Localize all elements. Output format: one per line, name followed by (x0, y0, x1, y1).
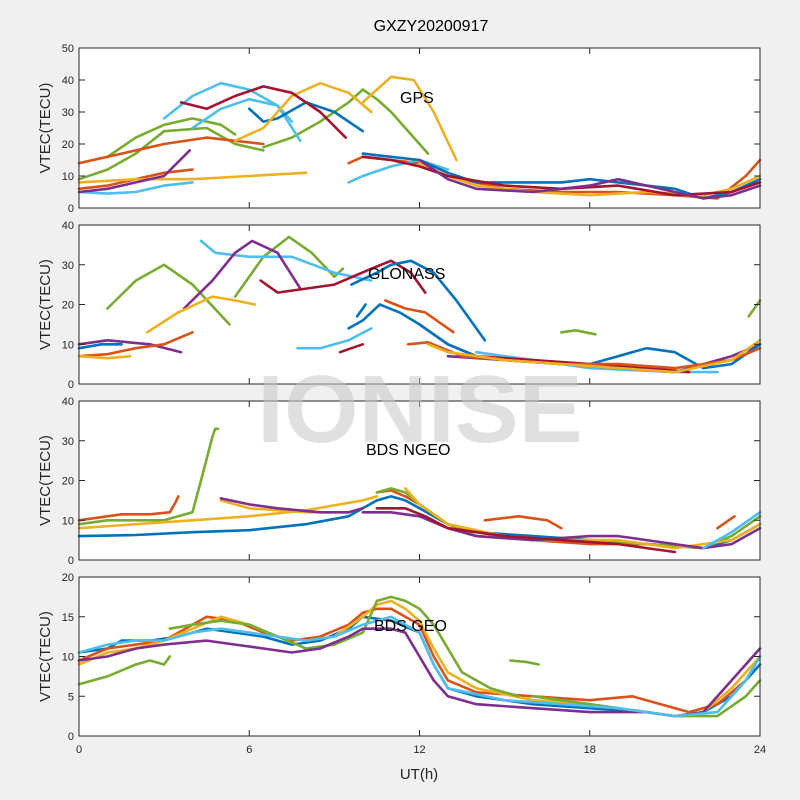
series-line (233, 235, 345, 298)
x-tick-label: 0 (76, 744, 82, 756)
series-line (418, 158, 762, 200)
series-line (182, 239, 302, 310)
series-line (347, 303, 478, 358)
panel-annotation: GPS (400, 90, 434, 107)
series-line (77, 495, 379, 530)
y-axis-label: VTEC(TECU) (37, 435, 54, 526)
series-line (77, 136, 265, 165)
series-line (702, 510, 762, 550)
y-tick-label: 15 (62, 612, 74, 624)
panel-annotation: BDS GEO (374, 618, 447, 635)
y-tick-label: 0 (68, 731, 74, 743)
series-line (179, 85, 347, 139)
series-line (77, 149, 191, 194)
series-line (361, 88, 430, 155)
panel-3: 0 10 20 30 40 VTEC(TECU) BDS NGEO (37, 396, 762, 567)
x-tick-label: 12 (413, 744, 425, 756)
series-line (361, 75, 458, 162)
series-line (384, 299, 455, 334)
series-line (77, 181, 194, 195)
series-line (375, 507, 677, 554)
y-tick-label: 20 (62, 300, 74, 312)
series-line (77, 615, 762, 718)
series-line (77, 126, 265, 181)
panel-annotation: GLONASS (368, 266, 445, 283)
series-line (361, 510, 762, 550)
x-tick-label: 6 (246, 744, 252, 756)
y-tick-label: 0 (68, 203, 74, 215)
series-line (426, 339, 762, 374)
y-tick-label: 40 (62, 220, 74, 232)
series-line (355, 303, 367, 318)
series-line (191, 97, 302, 143)
series-line (338, 343, 365, 354)
panel-4: 0 5 10 15 20 0 6 12 18 24 VTEC(TECU) BDS GEO (37, 572, 766, 756)
y-axis-label: VTEC(TECU) (37, 259, 54, 350)
series-line (77, 607, 762, 714)
panel-1: 0 10 20 30 40 50 VTEC(TECU) GPS (37, 43, 762, 215)
y-tick-label: 30 (62, 260, 74, 272)
y-axis-label: VTEC(TECU) (37, 611, 54, 702)
series-line (219, 497, 365, 514)
y-tick-label: 10 (62, 339, 74, 351)
series-line (77, 339, 183, 354)
y-tick-label: 0 (68, 379, 74, 391)
x-axis-label: UT(h) (400, 766, 438, 783)
series-line (716, 515, 736, 530)
series-line (77, 427, 220, 526)
y-tick-label: 5 (68, 691, 74, 703)
series-line (588, 343, 762, 370)
series-line (560, 329, 597, 336)
series-line (509, 659, 540, 666)
y-tick-label: 30 (62, 107, 74, 119)
series-line (350, 259, 487, 342)
series-line (361, 155, 762, 197)
y-tick-label: 10 (62, 171, 74, 183)
series-line (145, 295, 257, 334)
series-line (296, 327, 373, 350)
series-line (77, 655, 172, 686)
y-tick-label: 40 (62, 396, 74, 408)
series-line (106, 263, 231, 326)
x-tick-label: 18 (584, 744, 596, 756)
y-axis-label: VTEC(TECU) (37, 83, 54, 174)
series-line (168, 595, 521, 698)
series-line (199, 239, 373, 282)
series-line (747, 299, 762, 318)
panel-annotation: BDS NGEO (366, 442, 450, 459)
y-tick-label: 30 (62, 436, 74, 448)
y-tick-label: 0 (68, 555, 74, 567)
figure-title: GXZY20200917 (374, 18, 489, 35)
series-line (77, 331, 194, 358)
series-line (77, 343, 123, 350)
y-tick-label: 20 (62, 572, 74, 584)
series-line (77, 354, 132, 360)
series-line (259, 259, 427, 294)
x-tick-label: 24 (754, 744, 766, 756)
series-line (77, 171, 308, 184)
y-tick-label: 40 (62, 75, 74, 87)
y-tick-label: 20 (62, 476, 74, 488)
y-tick-label: 10 (62, 515, 74, 527)
y-tick-label: 50 (62, 43, 74, 55)
series-line (248, 101, 365, 133)
series-line (77, 495, 180, 522)
panel-2: 0 10 20 30 40 VTEC(TECU) GLONASS (37, 220, 762, 391)
series-line (106, 117, 237, 159)
series-line (233, 81, 373, 143)
y-tick-label: 10 (62, 652, 74, 664)
y-tick-label: 20 (62, 139, 74, 151)
series-line (483, 515, 563, 530)
series-line (418, 161, 762, 197)
watermark: IONISE (257, 356, 582, 463)
